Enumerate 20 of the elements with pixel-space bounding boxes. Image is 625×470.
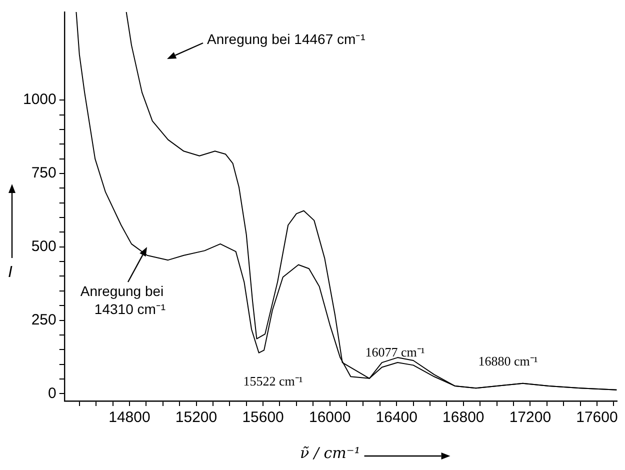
x-tick-label: 16000 [308,409,351,426]
x-tick-label: 16800 [442,409,484,426]
y-tick-label: 250 [31,311,56,328]
y-tick-label: 0 [48,384,56,402]
y-tick-label: 750 [31,164,56,182]
y-tick-label: 500 [31,238,56,256]
y-tick-label: 1000 [22,91,56,108]
x-tick-label: 16400 [376,409,418,426]
x-tick-label: 17200 [509,409,552,426]
x-tick-label: 15200 [175,409,218,426]
annotation: 15522 cm⁻¹ [243,373,303,388]
x-axis-title: ν̃ / cm⁻¹ [300,444,360,462]
y-axis-title: I [8,264,12,282]
x-tick-label: 14800 [108,409,150,426]
annotation: Anregung bei 14310 cm⁻¹ [80,282,166,317]
annotation: Anregung bei 14467 cm⁻¹ [207,30,366,47]
x-tick-label: 17600 [576,409,618,426]
x-tick-label: 15600 [242,409,284,426]
annotation: 16077 cm⁻¹ [365,344,425,360]
annotation: 16880 cm⁻¹ [478,353,538,368]
